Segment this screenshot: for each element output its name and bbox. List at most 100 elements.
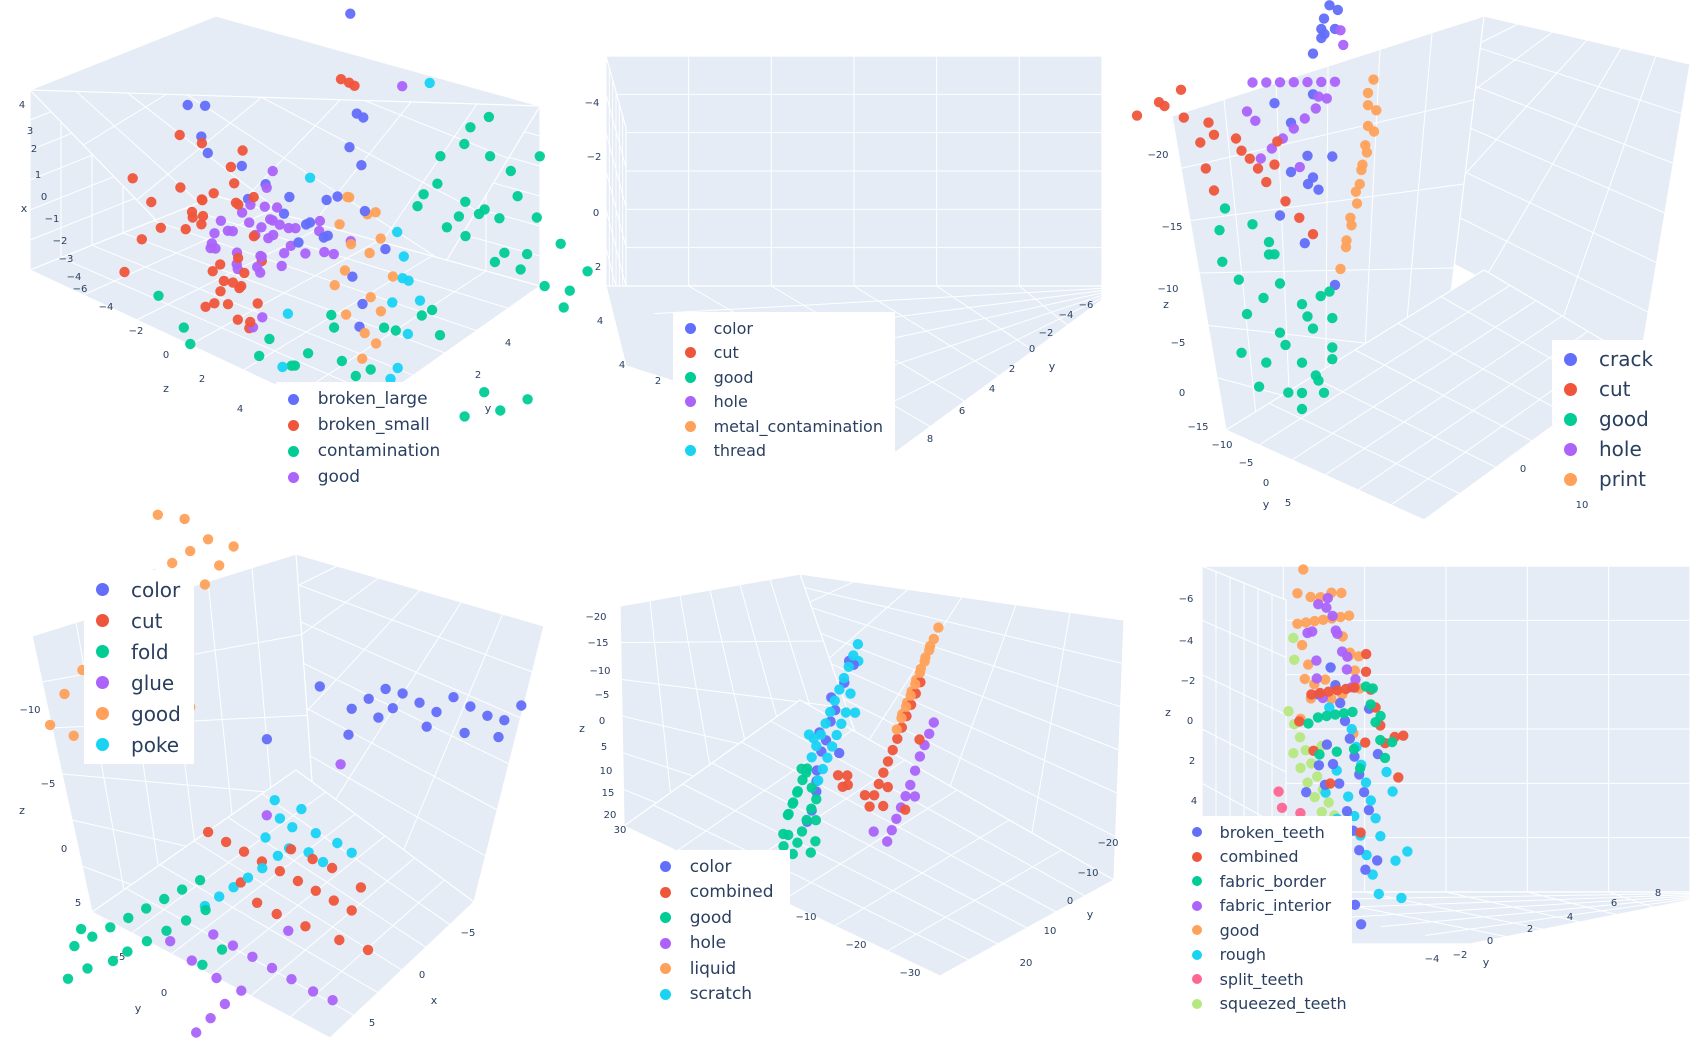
point-scratch — [826, 741, 838, 752]
scene-wall-back-grid — [399, 613, 504, 858]
legend-item-print[interactable]: print — [1560, 464, 1662, 494]
point-squeezed-teeth — [1288, 748, 1299, 759]
legend-item-good[interactable]: good — [1560, 404, 1662, 434]
legend-marker-icon — [660, 937, 671, 949]
legend-item-squeezed-teeth[interactable]: squeezed_teeth — [1188, 992, 1347, 1017]
point-hole — [1241, 106, 1253, 117]
point-hole — [1288, 123, 1300, 134]
point-cut — [248, 191, 259, 203]
legend-item-liquid[interactable]: liquid — [656, 956, 780, 982]
point-cut — [335, 74, 347, 85]
point-broken-teeth — [1354, 845, 1365, 856]
legend-item-broken-small[interactable]: broken_small — [284, 412, 436, 438]
point-good — [441, 222, 453, 233]
y-tick-label: 4 — [505, 338, 511, 349]
legend-item-cut[interactable]: cut — [1560, 374, 1662, 404]
point-liquid — [924, 645, 935, 656]
legend-item-good[interactable]: good — [1188, 918, 1342, 943]
legend-item-good[interactable]: good — [92, 698, 184, 729]
point-good — [460, 230, 471, 242]
legend-item-fold[interactable]: fold — [92, 636, 184, 667]
point-cut — [220, 836, 232, 848]
legend-item-thread[interactable]: thread — [681, 439, 885, 464]
legend-item-poke[interactable]: poke — [92, 729, 184, 760]
x-tick-label: −4 — [67, 272, 82, 283]
point-fabric-interior — [1350, 674, 1361, 685]
point-good — [465, 122, 476, 133]
legend-item-good[interactable]: good — [656, 905, 780, 931]
legend-label: thread — [713, 441, 767, 461]
point-cut — [1175, 84, 1187, 96]
point-metal-contamination — [340, 309, 352, 320]
point-good — [494, 213, 505, 224]
legend-item-color[interactable]: color — [681, 316, 885, 341]
point-cut — [197, 210, 209, 222]
legend-item-combined[interactable]: combined — [656, 880, 780, 906]
legend-item-split-teeth[interactable]: split_teeth — [1188, 967, 1342, 992]
point-print — [1362, 87, 1374, 99]
z-tick-label: −4 — [1179, 636, 1194, 647]
legend-marker-icon — [96, 583, 109, 596]
legend-item-rough[interactable]: rough — [1188, 943, 1342, 968]
point-print — [1351, 198, 1363, 209]
point-good — [479, 204, 490, 215]
legend-item-color[interactable]: color — [656, 854, 780, 880]
point-rough — [1396, 892, 1407, 904]
point-hole — [1335, 25, 1346, 36]
legend-item-cut[interactable]: cut — [681, 341, 885, 366]
y-tick-label: −10 — [1077, 868, 1098, 879]
legend-item-good[interactable]: good — [284, 464, 436, 490]
legend-item-hole[interactable]: hole — [1560, 434, 1662, 464]
point-glue — [286, 974, 297, 985]
legend-label: cut — [1599, 377, 1631, 401]
point-hole — [283, 222, 294, 234]
y-tick-label: 4 — [1567, 912, 1573, 923]
legend-item-glue[interactable]: glue — [92, 667, 184, 698]
point-broken-small — [180, 224, 191, 235]
scene-wall-floor-grid — [261, 793, 451, 926]
legend-item-hole[interactable]: hole — [681, 390, 885, 415]
point-hole — [928, 717, 939, 728]
point-scratch — [836, 718, 847, 729]
legend-marker-icon — [288, 445, 299, 457]
point-good — [1263, 236, 1275, 248]
point-good — [244, 217, 255, 228]
legend-item-broken-large[interactable]: broken_large — [284, 386, 436, 412]
point-cut — [1208, 129, 1220, 140]
legend-label: good — [317, 467, 361, 487]
legend-item-metal-contamination[interactable]: metal_contamination — [681, 414, 885, 439]
point-combined — [1360, 737, 1371, 748]
legend-item-fabric-border[interactable]: fabric_border — [1188, 869, 1342, 894]
legend-item-crack[interactable]: crack — [1560, 344, 1662, 374]
point-print — [1341, 235, 1352, 246]
point-broken-small — [175, 182, 186, 193]
point-liquid — [928, 633, 939, 645]
point-fabric-border — [1331, 746, 1343, 757]
legend-item-cut[interactable]: cut — [92, 605, 184, 636]
legend-item-combined[interactable]: combined — [1188, 845, 1342, 870]
z-tick-label: 0 — [61, 844, 67, 855]
legend-item-color[interactable]: color — [92, 574, 184, 605]
legend-label: fabric_border — [1219, 871, 1326, 891]
point-cut — [174, 129, 185, 141]
legend-item-scratch[interactable]: scratch — [656, 982, 780, 1008]
point-poke — [332, 837, 343, 849]
point-glue — [186, 955, 197, 966]
point-print — [1350, 186, 1362, 197]
point-contamination — [495, 405, 506, 416]
legend-label: broken_small — [317, 415, 430, 435]
legend-item-fabric-interior[interactable]: fabric_interior — [1188, 894, 1342, 919]
point-scratch — [822, 752, 833, 763]
z-tick-label: −10 — [1157, 284, 1178, 295]
legend-item-broken-teeth[interactable]: broken_teeth — [1188, 820, 1342, 845]
legend-item-good[interactable]: good — [681, 365, 885, 390]
point-liquid — [914, 667, 926, 678]
legend-5: color combined good hole liquid scratch — [648, 850, 790, 1011]
point-cut — [1203, 117, 1214, 128]
point-good — [1283, 387, 1294, 398]
legend-item-hole[interactable]: hole — [656, 931, 780, 957]
legend-item-contamination[interactable]: contamination — [284, 438, 440, 464]
point-good — [1327, 342, 1338, 353]
point-hole — [886, 825, 897, 836]
point-good — [1302, 311, 1313, 322]
